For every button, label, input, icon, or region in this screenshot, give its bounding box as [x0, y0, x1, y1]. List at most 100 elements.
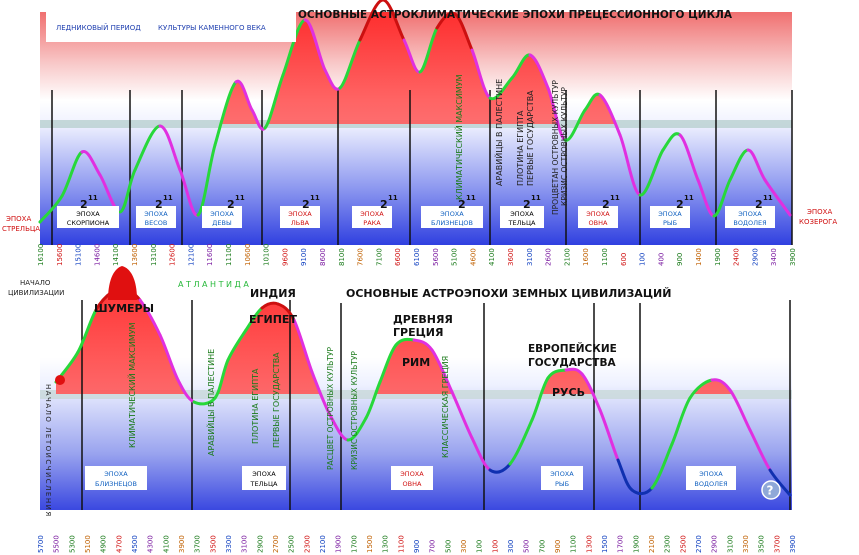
curve-segment — [158, 333, 180, 382]
bottom-warm-fill — [56, 289, 790, 394]
svg-text:ДЕВЫ: ДЕВЫ — [212, 219, 232, 227]
curve-segment — [80, 150, 102, 177]
curve-segment — [234, 79, 254, 112]
tick-label: 4300 — [147, 535, 155, 553]
curve-segment — [133, 124, 162, 172]
tick-label: 2100 — [319, 535, 327, 553]
side-label-left: ЭПОХА СТРЕЛЬЦА — [2, 215, 40, 233]
annotation-egypt-dam: ПЛОТИНА ЕГИПТА — [251, 368, 260, 444]
tick-label: 700 — [429, 540, 437, 553]
annotation-arabs-palestine: АРАВИЙЦЫ В ПАЛЕСТИНЕ — [493, 79, 504, 186]
curve-segment — [748, 428, 772, 472]
tick-label: 4700 — [115, 535, 123, 553]
tick-label: 3400 — [770, 248, 778, 266]
svg-text:ЭПОХА: ЭПОХА — [586, 210, 610, 218]
tick-label: 2900 — [751, 248, 759, 266]
curve-segment — [60, 150, 84, 198]
svg-text:2: 2 — [380, 198, 388, 211]
power-label: 2 11 — [755, 194, 773, 211]
help-circle-icon[interactable]: ? — [761, 480, 781, 500]
tick-label: 2500 — [288, 535, 296, 553]
curve-segment — [292, 318, 314, 374]
tick-label: 5100 — [451, 248, 459, 266]
bottom-axis-ticks: 5700 5500 5300 5100 4900 4700 4500 4300 4100 3900… — [37, 535, 797, 553]
epoch-label: ЭПОХА БЛИЗНЕЦОВ — [85, 466, 147, 490]
bottom-epoch-lines — [81, 300, 791, 510]
curve-segment — [712, 178, 732, 218]
curve-segment — [450, 390, 474, 440]
annotation-island-crisis: КРИЗИС ОСТРОВНЫХ КУЛЬТУР — [560, 87, 569, 206]
tick-label: 4900 — [100, 535, 108, 553]
svg-text:2: 2 — [155, 198, 163, 211]
annotation-climatic-maximum: КЛИМАТИЧЕСКИЙ МАКСИМУМ — [453, 74, 464, 200]
start-of-civilization-label: НАЧАЛО ЦИВИЛИЗАЦИИ — [8, 279, 64, 297]
curve-segment — [710, 378, 732, 392]
curve-segment — [746, 148, 767, 182]
tick-label: 1400 — [695, 248, 703, 266]
tick-label: 3100 — [726, 535, 734, 553]
curve-segment — [196, 143, 217, 217]
svg-text:ЭПОХА: ЭПОХА — [104, 470, 128, 478]
svg-text:ОВНА: ОВНА — [403, 480, 422, 488]
curve-segment — [430, 348, 454, 394]
curve-segment — [213, 358, 230, 400]
tick-label: 1100 — [397, 535, 405, 553]
curve-segment — [158, 124, 182, 172]
bottom-panel: ОСНОВНЫЕ АСТРОЭПОХИ ЗЕМНЫХ ЦИВИЛИЗАЦИЙ Н… — [8, 266, 797, 553]
svg-text:ТЕЛЬЦА: ТЕЛЬЦА — [250, 480, 278, 488]
curve-segment — [688, 378, 714, 400]
svg-text:БЛИЗНЕЦОВ: БЛИЗНЕЦОВ — [95, 480, 137, 488]
power-label: 2 11 — [458, 194, 476, 211]
svg-text:ВОДОЛЕЯ: ВОДОЛЕЯ — [733, 219, 766, 227]
epoch-label: ЭПОХА ТЕЛЬЦА — [242, 466, 286, 490]
svg-text:2: 2 — [227, 198, 235, 211]
bottom-neutral-band — [40, 390, 792, 399]
power-label: 2 11 — [676, 194, 694, 211]
curve-segment — [470, 436, 492, 472]
curve-segment — [76, 308, 98, 354]
curve-segment — [470, 48, 492, 100]
svg-text:РАКА: РАКА — [363, 219, 381, 227]
svg-text:2: 2 — [458, 198, 466, 211]
tick-label: 1900 — [632, 535, 640, 553]
tick-label: 300 — [460, 540, 468, 553]
tick-label: 900 — [413, 540, 421, 553]
tick-label: 3600 — [507, 248, 515, 266]
tick-label: 1700 — [350, 535, 358, 553]
tick-label: 100 — [639, 253, 647, 266]
svg-text:ЭПОХА: ЭПОХА — [699, 470, 723, 478]
svg-text:ЭПОХА: ЭПОХА — [510, 210, 534, 218]
tick-label: 2100 — [648, 535, 656, 553]
curve-segment — [244, 306, 264, 332]
tick-label: 3500 — [209, 535, 217, 553]
curve-segment — [488, 462, 512, 474]
curve-segment — [118, 168, 137, 214]
tick-label: 3900 — [789, 535, 797, 553]
curve-segment — [528, 53, 550, 90]
curve-segment — [38, 194, 64, 224]
label-rus: РУСЬ — [552, 386, 585, 399]
svg-text:2: 2 — [302, 198, 310, 211]
tick-label: 4100 — [488, 248, 496, 266]
svg-text:11: 11 — [235, 194, 245, 202]
tick-label: 3300 — [225, 535, 233, 553]
tick-label: 12100 — [187, 244, 195, 266]
svg-text:11: 11 — [466, 194, 476, 202]
svg-text:НАЧАЛО: НАЧАЛО — [20, 279, 51, 287]
curve-segment — [618, 133, 642, 197]
tick-label: 6100 — [413, 248, 421, 266]
power-label: 2 11 — [155, 194, 173, 211]
curve-segment — [412, 338, 434, 352]
tick-label: 400 — [657, 253, 665, 266]
tick-label: 300 — [507, 540, 515, 553]
tick-label: 4600 — [469, 248, 477, 266]
curve-segment — [598, 408, 620, 462]
curve-segment — [418, 26, 439, 74]
tick-label: 6600 — [394, 248, 402, 266]
